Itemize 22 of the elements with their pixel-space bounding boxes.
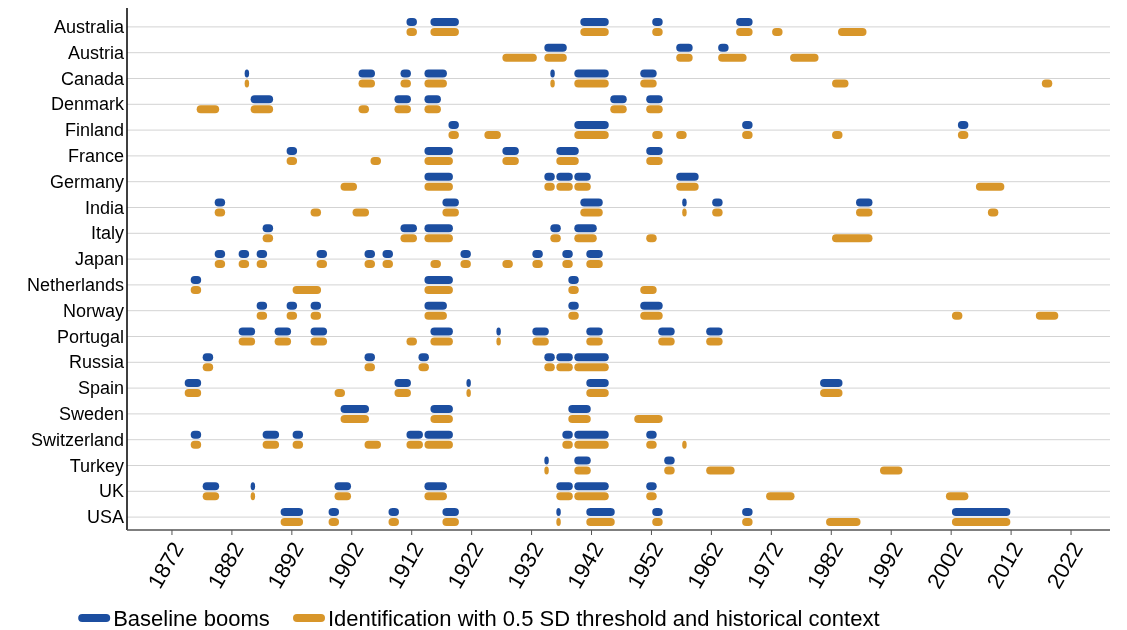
y-tick-label: Portugal <box>56 326 124 347</box>
y-tick-label: Japan <box>74 249 124 270</box>
y-tick-label: Germany <box>49 171 124 192</box>
y-tick-label: Sweden <box>58 403 124 424</box>
legend-label: Identification with 0.5 SD threshold and historical context <box>328 605 880 630</box>
y-tick-label: Finland <box>64 120 124 141</box>
y-tick-label: India <box>84 197 125 218</box>
y-tick-label: Turkey <box>69 455 124 476</box>
y-tick-label: France <box>67 145 124 166</box>
y-tick-label: UK <box>98 481 124 502</box>
y-tick-label: Denmark <box>50 94 125 115</box>
y-tick-label: Russia <box>68 352 125 373</box>
y-tick-label: USA <box>86 507 124 528</box>
y-tick-label: Canada <box>60 68 125 89</box>
y-tick-label: Netherlands <box>26 274 124 295</box>
y-tick-label: Norway <box>62 300 124 321</box>
y-tick-label: Italy <box>90 223 124 244</box>
y-tick-label: Switzerland <box>30 429 124 450</box>
legend-label: Baseline booms <box>113 605 270 630</box>
y-tick-label: Spain <box>77 378 124 399</box>
y-tick-label: Austria <box>67 42 125 63</box>
y-tick-label: Australia <box>53 16 125 37</box>
